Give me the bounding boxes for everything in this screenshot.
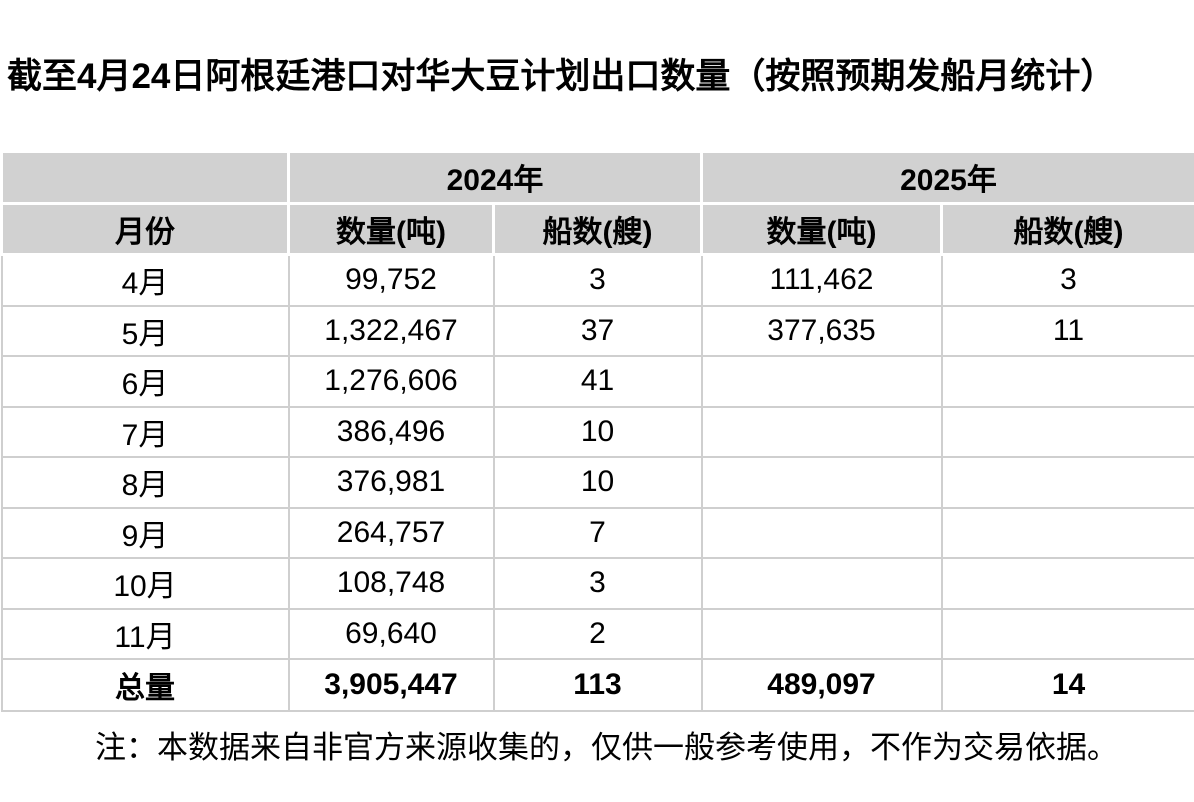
table-row-jun: 6月 1,276,606 41 — [0, 355, 1194, 408]
column-header-month: 月份 — [0, 201, 290, 256]
ships-2024-cell: 2 — [492, 607, 703, 660]
table-row-nov: 11月 69,640 2 — [0, 607, 1194, 660]
page-title: 截至4月24日阿根廷港口对华大豆计划出口数量（按照预期发船月统计） — [7, 57, 1116, 96]
qty-2024-cell: 376,981 — [287, 456, 495, 509]
ships-2025-cell — [940, 456, 1194, 509]
table-row-oct: 10月 108,748 3 — [0, 557, 1194, 610]
corner-empty-cell — [0, 150, 290, 205]
column-header-qty-2025: 数量(吨) — [700, 201, 943, 256]
qty-2025-cell — [700, 405, 943, 458]
qty-2024-cell: 69,640 — [287, 607, 495, 660]
ships-2024-cell: 7 — [492, 506, 703, 559]
ships-2024-cell: 10 — [492, 456, 703, 509]
qty-2024-cell: 108,748 — [287, 557, 495, 610]
table-row-sep: 9月 264,757 7 — [0, 506, 1194, 559]
year-header-row: 2024年 2025年 — [0, 150, 1194, 205]
table-row-may: 5月 1,322,467 37 377,635 11 — [0, 304, 1194, 357]
month-cell: 11月 — [0, 607, 290, 660]
column-header-ships-2025: 船数(艘) — [940, 201, 1194, 256]
ships-2024-cell: 37 — [492, 304, 703, 357]
month-cell: 8月 — [0, 456, 290, 509]
table-row-total: 总量 3,905,447 113 489,097 14 — [0, 658, 1194, 712]
ships-2025-cell: 3 — [940, 253, 1194, 307]
total-qty-2024-cell: 3,905,447 — [287, 658, 495, 712]
qty-2024-cell: 1,322,467 — [287, 304, 495, 357]
total-label-cell: 总量 — [0, 658, 290, 712]
column-header-row: 月份 数量(吨) 船数(艘) 数量(吨) 船数(艘) — [0, 201, 1194, 256]
qty-2025-cell — [700, 557, 943, 610]
year-header-2024: 2024年 — [287, 150, 703, 205]
qty-2025-cell — [700, 607, 943, 660]
month-cell: 9月 — [0, 506, 290, 559]
table-row-jul: 7月 386,496 10 — [0, 405, 1194, 458]
ships-2024-cell: 3 — [492, 253, 703, 307]
ships-2024-cell: 41 — [492, 355, 703, 408]
ships-2025-cell — [940, 607, 1194, 660]
qty-2025-cell: 111,462 — [700, 253, 943, 307]
ships-2025-cell — [940, 355, 1194, 408]
month-cell: 7月 — [0, 405, 290, 458]
total-ships-2024-cell: 113 — [492, 658, 703, 712]
month-cell: 5月 — [0, 304, 290, 357]
total-qty-2025-cell: 489,097 — [700, 658, 943, 712]
qty-2025-cell — [700, 506, 943, 559]
ships-2024-cell: 10 — [492, 405, 703, 458]
column-header-ships-2024: 船数(艘) — [492, 201, 703, 256]
qty-2024-cell: 1,276,606 — [287, 355, 495, 408]
ships-2025-cell: 11 — [940, 304, 1194, 357]
column-header-qty-2024: 数量(吨) — [287, 201, 495, 256]
table-row-apr: 4月 99,752 3 111,462 3 — [0, 253, 1194, 307]
month-cell: 10月 — [0, 557, 290, 610]
qty-2024-cell: 386,496 — [287, 405, 495, 458]
qty-2025-cell: 377,635 — [700, 304, 943, 357]
ships-2024-cell: 3 — [492, 557, 703, 610]
month-cell: 6月 — [0, 355, 290, 408]
ships-2025-cell — [940, 405, 1194, 458]
export-data-table: 2024年 2025年 月份 数量(吨) 船数(艘) 数量(吨) 船数(艘) 4… — [0, 150, 1194, 712]
ships-2025-cell — [940, 506, 1194, 559]
qty-2024-cell: 99,752 — [287, 253, 495, 307]
table-row-aug: 8月 376,981 10 — [0, 456, 1194, 509]
total-ships-2025-cell: 14 — [940, 658, 1194, 712]
qty-2025-cell — [700, 456, 943, 509]
qty-2025-cell — [700, 355, 943, 408]
ships-2025-cell — [940, 557, 1194, 610]
footnote: 注：本数据来自非官方来源收集的，仅供一般参考使用，不作为交易依据。 — [95, 730, 1118, 765]
month-cell: 4月 — [0, 253, 290, 307]
year-header-2025: 2025年 — [700, 150, 1194, 205]
qty-2024-cell: 264,757 — [287, 506, 495, 559]
